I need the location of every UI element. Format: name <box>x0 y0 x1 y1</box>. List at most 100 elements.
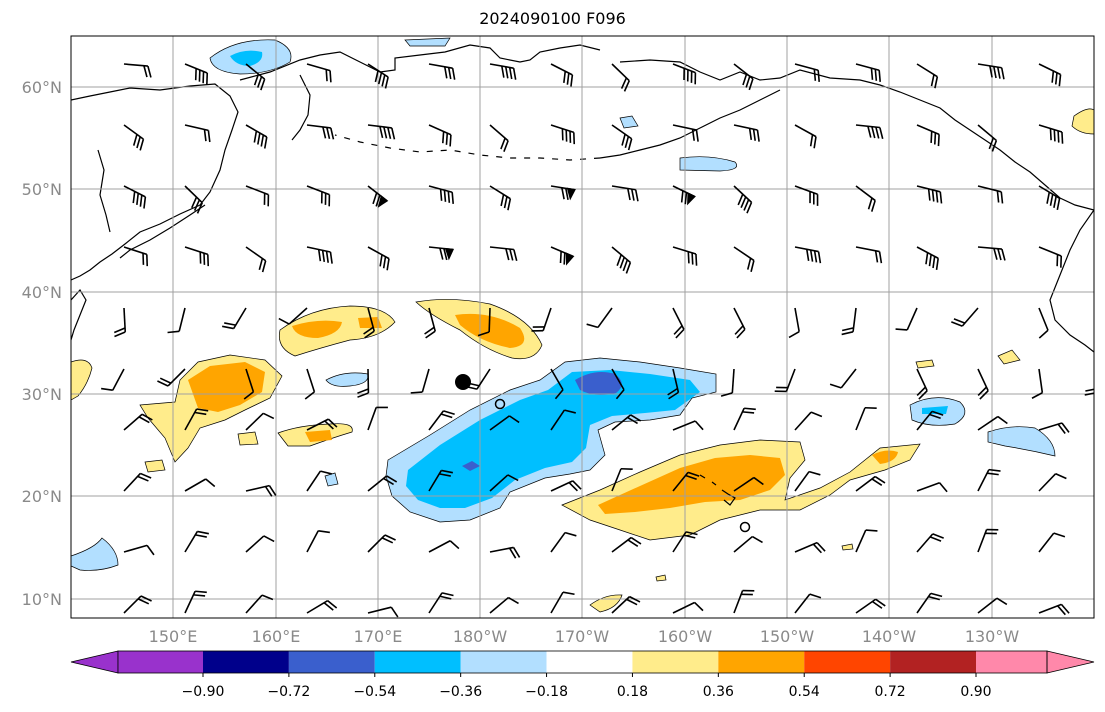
wind-barb <box>123 63 152 78</box>
barb-feather <box>879 127 884 140</box>
wind-barb <box>184 408 209 431</box>
barb-feather <box>198 69 201 82</box>
wind-barb <box>774 368 796 393</box>
barb-feather <box>138 416 150 424</box>
barb-feather <box>737 193 744 206</box>
north-america-west-coast <box>1049 209 1094 353</box>
barb-feather <box>1049 128 1052 141</box>
barb-feather <box>197 530 210 535</box>
barb-feather <box>864 406 877 409</box>
barb-feather <box>1057 130 1060 143</box>
barb-staff <box>733 476 755 492</box>
alaska-coast <box>619 59 1094 211</box>
barb-feather <box>563 71 567 83</box>
barb-feather <box>243 391 254 400</box>
barb-feather <box>1038 329 1049 339</box>
barb-staff <box>184 478 207 492</box>
wind-barb <box>123 246 149 267</box>
wind-barb <box>428 185 454 204</box>
barb-feather <box>694 420 704 431</box>
wind-barb <box>895 307 918 331</box>
barb-staff <box>733 124 758 131</box>
barb-feather <box>621 133 626 146</box>
barb-staff <box>794 541 818 553</box>
wind-barb <box>977 368 989 400</box>
wind-barb <box>733 124 760 142</box>
barb-staff <box>1038 124 1063 133</box>
blue-region-east <box>987 426 1056 457</box>
wind-barb <box>672 471 700 492</box>
colorbar-tick-label: −0.54 <box>353 684 396 700</box>
barb-feather <box>508 547 517 559</box>
wind-barb <box>672 307 685 339</box>
barb-feather <box>736 328 746 339</box>
barb-staff <box>428 540 451 553</box>
wind-barb <box>794 593 822 614</box>
barb-feather <box>813 250 818 263</box>
barb-feather <box>193 594 206 597</box>
barb-feather <box>691 129 695 141</box>
colorbar-tick-label: 0.54 <box>789 684 820 700</box>
longitude-labels: 150°E 160°E 170°E 180°W 170°W 160°W 150°W 140°W… <box>149 627 1020 646</box>
barb-feather <box>268 485 277 496</box>
orange-region-mid-west <box>305 430 332 442</box>
barb-feather <box>1054 72 1058 85</box>
barb-feather <box>1055 473 1067 480</box>
wind-barb <box>1038 422 1070 434</box>
barb-feather <box>935 258 939 270</box>
barb-feather <box>196 202 203 214</box>
barb-feather <box>167 330 180 334</box>
wind-barb <box>428 410 455 431</box>
barb-feather <box>740 196 747 208</box>
barb-feather <box>741 593 753 596</box>
wind-barb <box>489 246 518 262</box>
barb-feather <box>935 190 939 203</box>
barb-feather <box>113 327 126 334</box>
wind-barb <box>611 246 632 274</box>
wind-barb <box>428 469 454 492</box>
colorbar-segment <box>374 651 461 673</box>
wind-barb <box>1100 465 1105 495</box>
barb-feather <box>328 194 331 207</box>
barb-feather <box>114 331 126 338</box>
sakhalin-kurils <box>97 149 206 259</box>
barb-feather <box>329 70 332 83</box>
barb-feather <box>477 331 490 337</box>
barb-feather <box>449 134 452 147</box>
lon-label: 150°E <box>149 627 198 646</box>
wind-barb <box>1038 307 1049 339</box>
barb-feather <box>136 193 140 205</box>
wind-barb <box>586 307 613 329</box>
blue-region-gulf <box>679 156 738 172</box>
barb-feather <box>695 129 699 142</box>
barb-feather <box>927 188 931 201</box>
barb-staff <box>1100 247 1105 262</box>
barb-feather <box>788 330 800 339</box>
barb-staff <box>1038 422 1063 431</box>
barb-feather <box>620 467 633 470</box>
barb-feather <box>871 600 883 609</box>
barb-feather <box>626 598 638 606</box>
dark-blue-spot <box>462 461 480 471</box>
wind-barb <box>489 596 519 614</box>
blue-region-bering-north <box>404 37 451 47</box>
positive-anomaly-regions <box>71 108 1094 613</box>
barb-feather <box>694 601 704 612</box>
barb-staff <box>916 368 928 392</box>
barb-feather <box>330 127 335 140</box>
barb-staff <box>597 307 613 328</box>
barb-feather <box>378 72 383 85</box>
barb-staff <box>245 594 263 614</box>
barb-feather <box>569 131 572 143</box>
wind-barbs <box>101 63 1105 618</box>
wind-barb <box>611 124 633 151</box>
barb-feather <box>441 592 454 597</box>
barb-staff <box>1100 64 1105 80</box>
barb-feather <box>895 328 908 331</box>
colorbar-segment <box>976 651 1047 673</box>
colorbar-outline <box>117 650 1048 674</box>
barb-staff <box>123 307 127 333</box>
wind-barb <box>367 185 389 208</box>
wind-barb <box>733 407 756 431</box>
barb-staff <box>672 420 696 431</box>
